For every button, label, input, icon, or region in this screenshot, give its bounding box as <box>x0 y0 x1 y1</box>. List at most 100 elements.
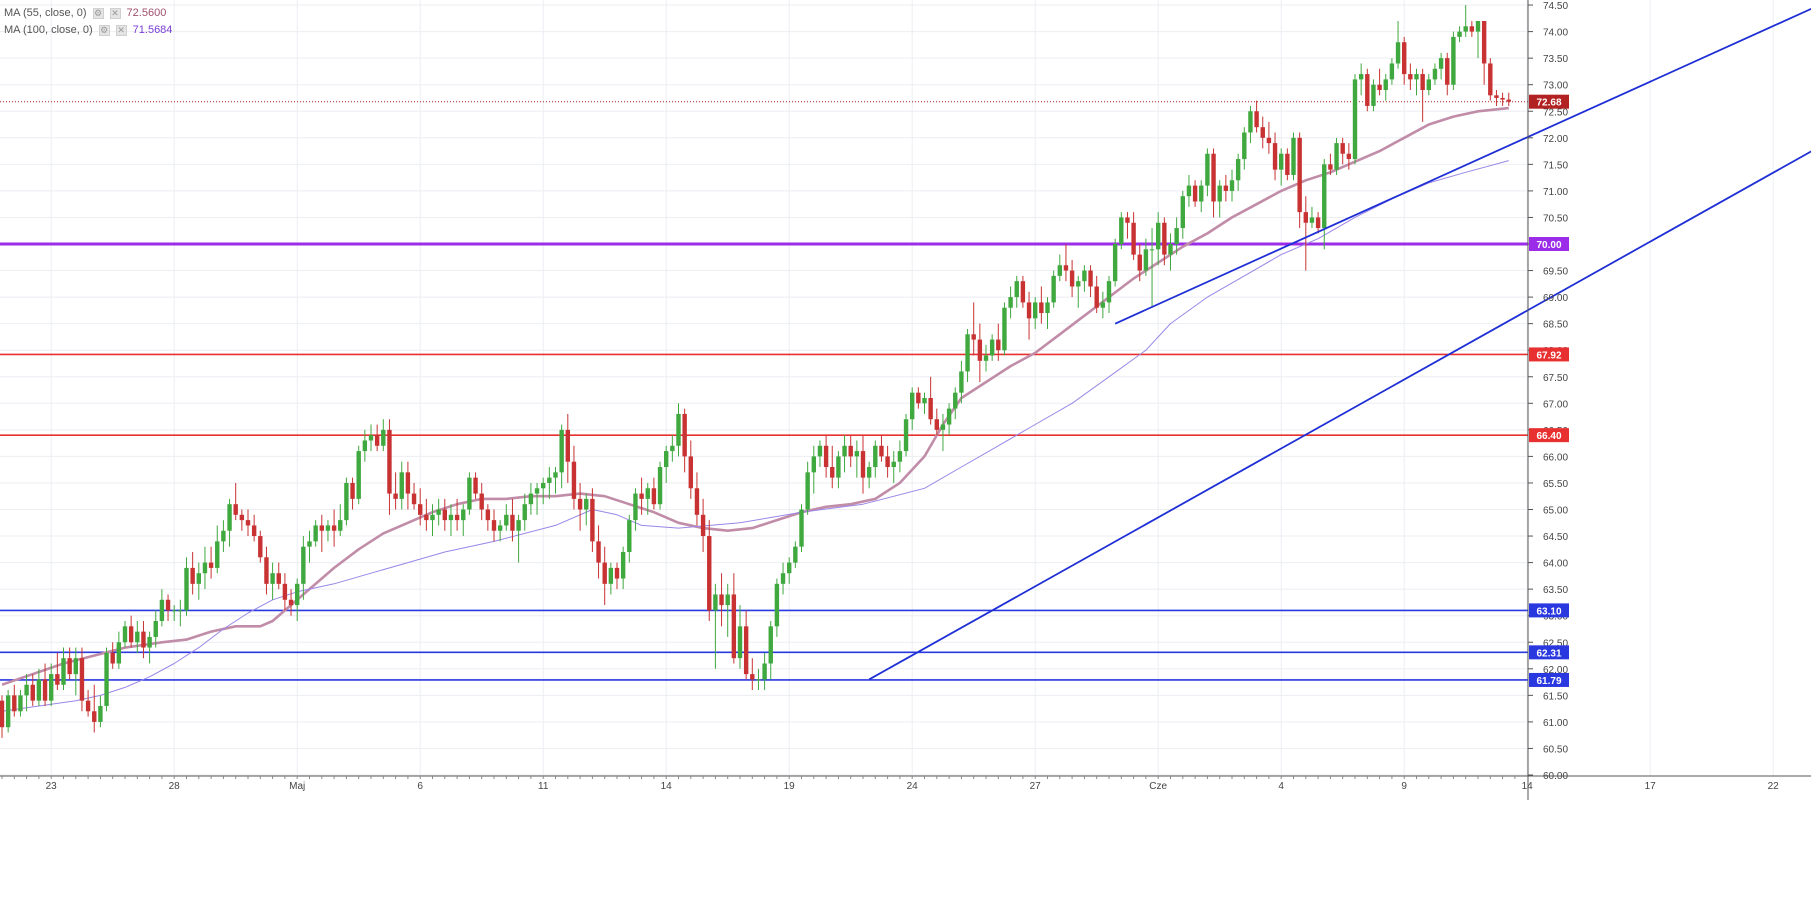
candle-up <box>528 482 534 515</box>
candle-body <box>264 557 269 584</box>
close-icon[interactable]: ✕ <box>115 24 127 36</box>
upper-trend-line <box>1114 7 1811 325</box>
candle-body <box>528 493 534 505</box>
moving-averages <box>1 106 1509 712</box>
candle-up <box>215 525 220 574</box>
candle-down <box>1162 217 1167 266</box>
legend-ma100-value: 71.5684 <box>132 24 173 36</box>
candle-up <box>805 461 810 515</box>
level-tag-support-text: 62.31 <box>1536 648 1561 659</box>
candle-up <box>1112 238 1118 287</box>
candle-up <box>1002 302 1007 356</box>
candle-body <box>1039 302 1044 314</box>
candle-up <box>664 445 669 483</box>
candle-body <box>221 530 226 542</box>
candle-body <box>1254 111 1259 128</box>
legend-ma100[interactable]: MA (100, close, 0) ⚙ ✕ 71.5684 <box>4 22 172 38</box>
candle-body <box>866 467 872 478</box>
candle-body <box>1389 63 1395 80</box>
candle-body <box>1297 137 1302 213</box>
y-tick-label: 71.00 <box>1543 187 1568 198</box>
candle-up <box>910 387 915 430</box>
candle-down <box>639 477 644 515</box>
candle-body <box>184 567 189 611</box>
candle-body <box>959 371 964 393</box>
candle-down <box>1328 153 1333 175</box>
candle-body <box>1186 185 1192 197</box>
x-tick-label: 23 <box>46 781 58 792</box>
last-price-tag-text: 72.68 <box>1536 98 1561 109</box>
candle-body <box>1395 42 1401 64</box>
candle-up <box>983 344 989 372</box>
candle-down <box>510 498 515 542</box>
candle-body <box>1272 143 1278 170</box>
candle-up <box>627 514 632 563</box>
candle-up <box>762 652 767 691</box>
candle-body <box>448 514 454 521</box>
candle-body <box>147 636 152 648</box>
candle-body <box>418 504 423 515</box>
candle-up <box>18 690 23 717</box>
candle-up <box>461 504 466 537</box>
candle-body <box>1106 281 1112 303</box>
candle-up <box>1168 233 1173 271</box>
candle-body <box>1119 217 1124 244</box>
level-tag-pivot: 70.00 <box>1529 237 1569 251</box>
candle-body <box>1026 302 1032 319</box>
candle-body <box>750 674 755 680</box>
candle-body <box>1137 254 1142 271</box>
candle-down <box>700 498 706 552</box>
candle-down <box>442 498 447 531</box>
candle-up <box>1334 137 1339 175</box>
candle-body <box>873 445 878 468</box>
candle-body <box>1162 222 1167 255</box>
candle-up <box>1106 275 1112 314</box>
horizontal-levels <box>0 101 1528 681</box>
candle-body <box>387 429 392 494</box>
candle-body <box>461 509 466 521</box>
candle-up <box>799 504 804 552</box>
candle-down <box>614 562 620 590</box>
candle-up <box>1051 270 1056 308</box>
candle-up <box>1463 5 1468 37</box>
candle-body <box>756 679 761 681</box>
candle-up <box>202 546 208 590</box>
candle-body <box>436 509 441 515</box>
y-tick-label: 62.50 <box>1543 638 1568 649</box>
candle-up <box>1451 31 1456 91</box>
candle-body <box>393 493 398 499</box>
candle-body <box>159 599 165 622</box>
candle-body <box>910 392 915 420</box>
candle-up <box>368 424 374 452</box>
candle-up <box>553 467 558 494</box>
candle-down <box>830 445 835 489</box>
candle-body <box>128 626 134 643</box>
candle-up <box>1309 206 1315 229</box>
settings-icon[interactable]: ⚙ <box>92 7 104 19</box>
candle-up <box>897 440 903 473</box>
candle-up <box>1045 297 1050 329</box>
candle-body <box>965 334 970 372</box>
candle-body <box>110 652 115 664</box>
candle-up <box>842 435 847 473</box>
close-icon[interactable]: ✕ <box>109 7 121 19</box>
x-tick-label: 14 <box>661 781 673 792</box>
y-tick-label: 74.50 <box>1543 1 1568 12</box>
candle-body <box>774 583 780 627</box>
legend-ma55[interactable]: MA (55, close, 0) ⚙ ✕ 72.5600 <box>4 5 166 21</box>
y-tick-label: 73.00 <box>1543 81 1568 92</box>
candle-body <box>1383 79 1388 91</box>
candle-up <box>547 467 552 499</box>
candle-body <box>1057 265 1062 276</box>
candle-body <box>516 520 521 531</box>
candle-body <box>707 536 712 611</box>
trend-lines <box>868 7 1811 681</box>
candle-body <box>608 567 614 584</box>
candle-up <box>940 413 946 452</box>
legend-ma55-label: MA (55, close, 0) <box>4 7 87 19</box>
settings-icon[interactable]: ⚙ <box>98 24 110 36</box>
candle-body <box>1242 132 1247 160</box>
candle-body <box>1377 84 1382 91</box>
